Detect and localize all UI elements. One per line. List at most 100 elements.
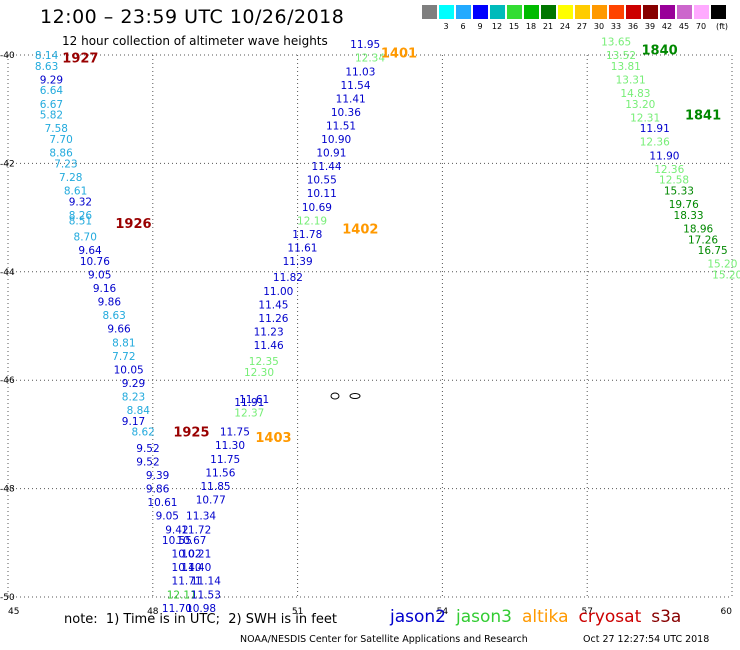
wave-height-label: 11.44 (312, 161, 342, 173)
wave-height-label: 9.29 (40, 74, 63, 86)
scale-label: 3 (443, 22, 449, 31)
wave-height-label: 11.61 (287, 242, 317, 254)
scale-swatch (609, 5, 624, 19)
satellite-s3a: s3a (651, 607, 682, 627)
wave-height-label: 13.20 (625, 99, 655, 111)
wave-height-label: 8.51 (69, 215, 92, 227)
wave-height-label: 13.81 (611, 61, 641, 73)
wave-height-label: 11.46 (254, 340, 284, 352)
wave-height-label: 11.34 (186, 511, 216, 523)
wave-height-label: 8.61 (64, 186, 87, 198)
track-label: 1927 (62, 52, 98, 67)
wave-height-label: 8.26 (69, 210, 93, 222)
track-label: 1401 (381, 46, 417, 61)
scale-label: 21 (542, 22, 554, 31)
wave-height-label: 12.36 (640, 137, 670, 149)
y-tick-label: -44 (0, 268, 15, 278)
wave-height-label: 8.63 (35, 61, 58, 73)
satellite-jason3: jason3 (456, 607, 512, 627)
scale-label: 30 (593, 22, 605, 31)
y-tick-label: -50 (0, 593, 15, 603)
wave-height-label: 8.70 (74, 232, 97, 244)
wave-height-label: 7.58 (45, 123, 68, 135)
chart-title: 12:00 – 23:59 UTC 10/26/2018 (40, 6, 345, 28)
scale-swatch (660, 5, 675, 19)
wave-height-label: 9.39 (146, 470, 169, 482)
wave-height-label: 9.52 (136, 457, 159, 469)
wave-height-label: 15.33 (664, 186, 694, 198)
wave-height-label: 11.51 (326, 120, 356, 132)
wave-height-label: 5.82 (40, 110, 63, 122)
wave-height-label: 9.05 (88, 270, 111, 282)
footer-note: note: 1) Time is in UTC; 2) SWH is in fe… (64, 612, 337, 627)
wave-height-label: 11.53 (191, 589, 221, 601)
wave-height-label: 18.33 (674, 210, 704, 222)
wave-height-label: 15.20 (712, 270, 740, 282)
wave-height-label: 11.40 (181, 562, 211, 574)
scale-label: 15 (508, 22, 520, 31)
wave-height-label: 12.19 (297, 215, 327, 227)
wave-height-label: 11.91 (640, 123, 670, 135)
credit-text: NOAA/NESDIS Center for Satellite Applica… (240, 634, 528, 645)
wave-height-label: 10.11 (307, 188, 337, 200)
wave-height-label: 9.52 (136, 443, 159, 455)
wave-height-label: 13.31 (616, 74, 646, 86)
wave-height-label: 11.95 (350, 39, 380, 51)
wave-height-label: 11.78 (292, 229, 322, 241)
track-label: 1403 (255, 431, 291, 446)
wave-height-label: 8.81 (112, 337, 135, 349)
scale-swatch (422, 5, 437, 19)
wave-height-label: 11.45 (258, 299, 288, 311)
track-label: 1841 (685, 109, 721, 124)
wave-height-label: 10.69 (302, 202, 332, 214)
wave-height-label: 14.83 (620, 88, 650, 100)
satellite-altika: altika (522, 607, 569, 627)
track-label: 1925 (173, 426, 209, 441)
wave-height-label: 7.70 (49, 134, 72, 146)
wave-height-label: 9.42 (165, 524, 188, 536)
wave-height-label: 11.91 (234, 397, 264, 409)
wave-height-label: 11.71 (172, 576, 202, 588)
scale-label: 45 (678, 22, 690, 31)
scale-swatch (575, 5, 590, 19)
x-tick-label: 54 (437, 607, 449, 617)
scale-swatch (456, 5, 471, 19)
wave-height-label: 8.84 (127, 405, 151, 417)
y-tick-label: -40 (0, 51, 15, 61)
scale-swatch (524, 5, 539, 19)
wave-height-label: 8.23 (122, 391, 145, 403)
wave-height-label: 11.56 (205, 467, 235, 479)
satellite-legend: jason2 jason3 altika cryosat s3a (390, 607, 691, 627)
y-tick-label: -42 (0, 159, 15, 169)
wave-height-label: 9.16 (93, 283, 117, 295)
wave-height-label: 11.03 (345, 66, 375, 78)
wave-height-label: 10.21 (181, 549, 211, 561)
wave-height-label: 10.36 (331, 107, 361, 119)
scale-label: 12 (491, 22, 503, 31)
scale-label: 36 (627, 22, 639, 31)
wave-height-label: 9.86 (98, 297, 122, 309)
wave-height-label: 11.14 (191, 576, 221, 588)
scale-swatch (541, 5, 556, 19)
wave-height-label: 10.77 (196, 494, 226, 506)
satellite-jason2: jason2 (390, 607, 446, 627)
scale-swatch (558, 5, 573, 19)
wave-height-label: 9.17 (122, 416, 145, 428)
wave-height-label: 11.61 (239, 394, 269, 406)
y-tick-label: -46 (0, 376, 15, 386)
wave-height-label: 9.66 (107, 324, 131, 336)
wave-height-label: 16.75 (698, 245, 728, 257)
wave-height-label: 7.28 (59, 172, 82, 184)
satellite-cryosat: cryosat (578, 607, 642, 627)
wave-height-label: 11.54 (340, 80, 370, 92)
wave-height-label: 8.86 (49, 148, 73, 160)
wave-height-label: 11.26 (258, 313, 288, 325)
scale-label: 6 (460, 22, 466, 31)
scale-swatch (473, 5, 488, 19)
wave-height-label: 11.90 (649, 150, 679, 162)
wave-height-label: 12.37 (234, 408, 264, 420)
scale-swatch (507, 5, 522, 19)
scale-label: 18 (525, 22, 537, 31)
wave-height-label: 9.05 (156, 511, 179, 523)
wave-height-label: 10.67 (176, 535, 206, 547)
